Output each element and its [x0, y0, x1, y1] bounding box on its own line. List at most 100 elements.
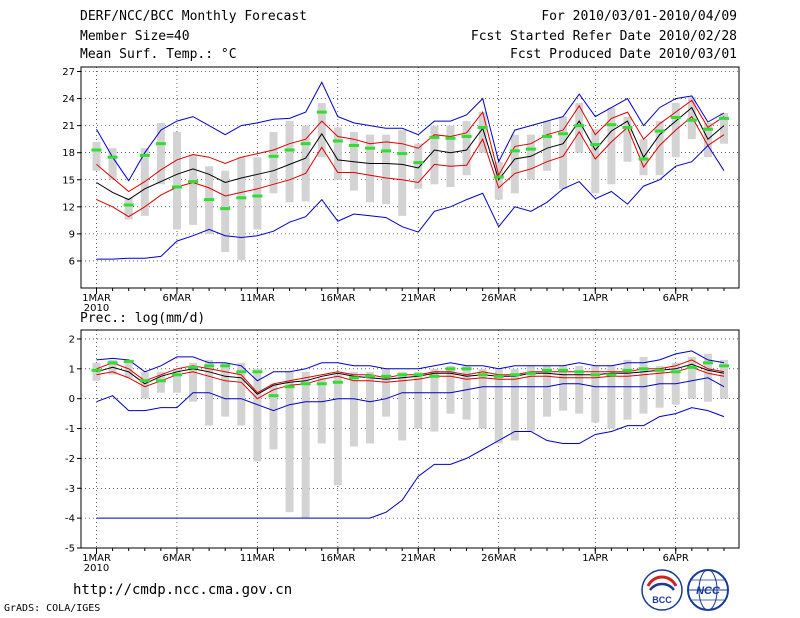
- ensemble-box: [124, 197, 133, 220]
- ensemble-box: [510, 134, 519, 194]
- y-tick-label: 27: [62, 67, 75, 78]
- ensemble-box: [398, 130, 407, 216]
- ensemble-box: [543, 121, 552, 171]
- series-line-max: [96, 350, 725, 382]
- ensemble-box: [446, 365, 455, 414]
- ensemble-box: [543, 365, 552, 417]
- ensemble-box: [285, 121, 294, 203]
- ensemble-box: [478, 368, 487, 429]
- ensemble-box: [333, 127, 342, 180]
- series-line-lower: [96, 115, 725, 218]
- x-year-label: 2010: [84, 563, 109, 574]
- y-tick-label: -4: [65, 514, 75, 525]
- series-line-lower: [96, 366, 725, 400]
- y-tick-label: 24: [62, 94, 75, 105]
- series-line-upper: [96, 99, 725, 193]
- x-tick-label: 1MAR: [82, 553, 111, 564]
- forecast-period: For 2010/03/01-2010/04/09: [541, 9, 737, 24]
- ensemble-box: [285, 371, 294, 513]
- y-tick-label: -2: [65, 454, 75, 465]
- ensemble-box: [237, 362, 246, 426]
- series-line-min: [96, 144, 725, 260]
- ensemble-box: [253, 368, 262, 462]
- ensemble-box: [366, 371, 375, 444]
- ensemble-box: [607, 365, 616, 429]
- y-tick-label: 6: [69, 256, 75, 267]
- ncc-logo-text: NCC: [696, 585, 721, 597]
- x-tick-label: 26MAR: [481, 293, 516, 304]
- x-tick-label: 1APR: [582, 553, 608, 564]
- ensemble-box: [349, 371, 358, 447]
- x-tick-label: 6APR: [663, 293, 689, 304]
- ensemble-box: [510, 368, 519, 441]
- x-tick-label: 11MAR: [240, 293, 275, 304]
- ensemble-box: [559, 365, 568, 411]
- x-tick-label: 21MAR: [401, 293, 436, 304]
- ensemble-box: [430, 368, 439, 432]
- ensemble-box: [172, 131, 181, 230]
- plot-frame: [80, 66, 740, 289]
- ensemble-box: [462, 365, 471, 420]
- ensemble-box: [591, 129, 600, 194]
- x-tick-label: 6MAR: [163, 553, 192, 564]
- ncc-logo: NCC: [687, 569, 729, 611]
- ensemble-box: [575, 365, 584, 414]
- ensemble-box: [333, 374, 342, 486]
- x-tick-label: 26MAR: [481, 553, 516, 564]
- y-tick-label: 1: [69, 364, 75, 375]
- ensemble-box: [430, 125, 439, 185]
- series-line-mean: [96, 106, 725, 201]
- started-refer-date: Fcst Started Refer Date 2010/02/28: [470, 29, 737, 44]
- ensemble-box: [172, 368, 181, 393]
- source-url[interactable]: http://cmdp.ncc.cma.gov.cn: [73, 582, 293, 598]
- ensemble-box: [414, 371, 423, 429]
- ensemble-box: [189, 154, 198, 225]
- ensemble-box: [253, 157, 262, 230]
- ensemble-box: [446, 125, 455, 187]
- ensemble-box: [382, 368, 391, 417]
- ensemble-box: [221, 362, 230, 417]
- ensemble-box: [237, 157, 246, 261]
- ensemble-box: [269, 131, 278, 194]
- ensemble-box: [156, 122, 165, 185]
- bcc-logo-text: BCC: [652, 595, 672, 605]
- ensemble-box: [623, 359, 632, 420]
- x-tick-label: 6MAR: [163, 293, 192, 304]
- chart-title: DERF/NCC/BCC Monthly Forecast: [80, 9, 307, 24]
- series-line-floor: [96, 407, 725, 519]
- x-tick-label: 1APR: [582, 293, 608, 304]
- series-line-upper: [96, 359, 725, 394]
- ensemble-box: [108, 148, 117, 180]
- ensemble-box: [655, 121, 664, 176]
- grads-credit: GrADS: COLA/IGES: [4, 603, 101, 614]
- ensemble-box: [526, 365, 535, 432]
- series-line-max: [96, 81, 725, 182]
- ensemble-box: [92, 141, 101, 171]
- ensemble-box: [591, 365, 600, 423]
- variable-label: Mean Surf. Temp.: °C: [80, 47, 237, 62]
- x-tick-label: 11MAR: [240, 553, 275, 564]
- ensemble-box: [398, 371, 407, 441]
- ensemble-box: [382, 134, 391, 205]
- ensemble-box: [720, 113, 728, 144]
- ensemble-box: [575, 103, 584, 153]
- ensemble-box: [317, 103, 326, 158]
- ensemble-box: [623, 116, 632, 162]
- temperature-panel: 6 9 12 15 18 21 24 27 1MAR 6MAR 11MAR 16MAR 21MAR 26M…: [62, 66, 740, 314]
- y-tick-label: 15: [62, 175, 75, 186]
- x-tick-label: 16MAR: [320, 553, 355, 564]
- ensemble-box: [269, 383, 278, 450]
- ensemble-box: [301, 371, 310, 519]
- ensemble-box: [414, 143, 423, 189]
- ensemble-box: [140, 371, 149, 399]
- ensemble-box: [366, 134, 375, 203]
- ensemble-box: [494, 368, 503, 444]
- ensemble-box: [639, 356, 648, 414]
- y-tick-label: -3: [65, 484, 75, 495]
- y-tick-label: 18: [62, 148, 75, 159]
- y-tick-label: 21: [62, 121, 75, 132]
- member-size: Member Size=40: [80, 29, 190, 44]
- ensemble-box: [607, 107, 616, 185]
- ensemble-box: [526, 134, 535, 180]
